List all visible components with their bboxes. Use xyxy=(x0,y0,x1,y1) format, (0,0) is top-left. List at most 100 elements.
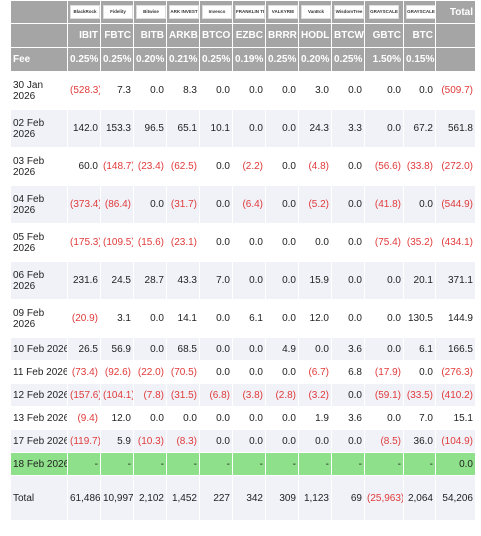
flow-value: 0.0 xyxy=(232,71,266,110)
flow-row: 17 Feb 2026 (119.7) 5.9 (10.3) (8.3) 0.0 0.0 0.… xyxy=(10,429,476,453)
date: 11 Feb 2026 xyxy=(13,366,68,378)
logo-cell: FRANKLIN TEMPLETON xyxy=(232,0,266,24)
logo-cell: VanEck xyxy=(298,0,332,24)
flow-value: 3.6 xyxy=(331,406,365,430)
flow-value: 0.0 xyxy=(199,185,233,224)
flow-value: 36.0 xyxy=(403,429,436,453)
row-total: (410.2) xyxy=(435,383,476,407)
flow-value: (8.3) xyxy=(166,429,200,453)
flow-row: 09 Feb 2026 (20.9) 3.1 0.0 14.1 0.0 6.1 0.0 12.0… xyxy=(10,299,476,338)
row-total: (544.9) xyxy=(435,185,476,224)
flow-value: 0.0 xyxy=(199,299,233,338)
date-cell: 12 Feb 2026 xyxy=(10,383,68,407)
flow-row: 11 Feb 2026 (73.4) (92.6) (22.0) (70.5) 0.0 0.… xyxy=(10,360,476,384)
flow-value: 0.0 xyxy=(199,71,233,110)
date: 17 Feb 2026 xyxy=(13,435,68,447)
ticker: BITB xyxy=(133,23,167,48)
flow-value: (31.7) xyxy=(166,185,200,224)
flow-value: - xyxy=(265,452,299,476)
flow-value: (7.8) xyxy=(133,383,167,407)
cumulative-total: 1,123 xyxy=(298,475,332,521)
ticker: GBTC xyxy=(364,23,404,48)
ticker-row: IBIT FBTC BITB ARKB BTCO EZBC BRRR HODL BTCW GBTC… xyxy=(10,23,476,48)
flow-value: 0.0 xyxy=(232,406,266,430)
flow-value: - xyxy=(166,452,200,476)
flow-value: - xyxy=(403,452,436,476)
flow-row: 06 Feb 2026 231.6 24.5 28.7 43.3 7.0 0.0 0.0 15.… xyxy=(10,261,476,300)
flow-value: 0.0 xyxy=(364,299,404,338)
empty-cell xyxy=(435,47,476,72)
flow-value: 15.9 xyxy=(298,261,332,300)
ticker: BTCO xyxy=(199,23,233,48)
date-cell: 11 Feb 2026 xyxy=(10,360,68,384)
flow-value: (3.2) xyxy=(298,383,332,407)
date: 04 Feb 2026 xyxy=(13,193,45,216)
flow-value: (148.7) xyxy=(100,147,134,186)
issuer-logo: FRANKLIN TEMPLETON xyxy=(235,5,265,19)
empty-cell xyxy=(435,23,476,48)
flow-value: (109.5) xyxy=(100,223,134,262)
flow-value: 130.5 xyxy=(403,299,436,338)
flow-value: 0.0 xyxy=(403,71,436,110)
flow-value: (23.4) xyxy=(133,147,167,186)
flow-value: 0.0 xyxy=(298,337,332,361)
cumulative-total: 69 xyxy=(331,475,365,521)
flow-value: 67.2 xyxy=(403,109,436,148)
date-cell: 02 Feb 2026 xyxy=(10,109,68,148)
flow-row: 12 Feb 2026 (157.6) (104.1) (7.8) (31.5) (6.8… xyxy=(10,383,476,407)
issuer-logo: WisdomTree xyxy=(334,5,364,19)
flow-value: 0.0 xyxy=(331,147,365,186)
logo-row: BlackRock Fidelity Bitwise ARK INVEST Invesc… xyxy=(10,0,476,24)
flow-value: (41.8) xyxy=(364,185,404,224)
flow-value: 0.0 xyxy=(133,71,167,110)
cumulative-total: 10,997 xyxy=(100,475,134,521)
ticker: BRRR xyxy=(265,23,299,48)
date-cell: 17 Feb 2026 xyxy=(10,429,68,453)
date-cell: 10 Feb 2026 xyxy=(10,337,68,361)
flow-value: (33.8) xyxy=(403,147,436,186)
flow-value: (6.8) xyxy=(199,383,233,407)
flow-value: (2.8) xyxy=(265,383,299,407)
flow-value: 0.0 xyxy=(232,261,266,300)
row-total: 144.9 xyxy=(435,299,476,338)
flow-value: 96.5 xyxy=(133,109,167,148)
ticker: BTCW xyxy=(331,23,365,48)
flow-value: - xyxy=(232,452,266,476)
table-body: 30 Jan 2026 (528.3) 7.3 0.0 8.3 0.0 0.0 0.0 3.0 0… xyxy=(10,71,476,521)
fee-value: 0.25% xyxy=(100,47,134,72)
cumulative-total: 2,102 xyxy=(133,475,167,521)
total-label: Total xyxy=(10,475,68,521)
flow-value: (157.6) xyxy=(67,383,101,407)
flow-value: (35.2) xyxy=(403,223,436,262)
flow-value: (373.4) xyxy=(67,185,101,224)
flow-value: 0.0 xyxy=(199,429,233,453)
ticker: ARKB xyxy=(166,23,200,48)
date: 05 Feb 2026 xyxy=(13,231,45,254)
cumulative-total: 342 xyxy=(232,475,266,521)
flow-value: (6.4) xyxy=(232,185,266,224)
date: 18 Feb 2026 xyxy=(13,458,68,470)
row-total: 561.8 xyxy=(435,109,476,148)
logo-cell: WisdomTree xyxy=(331,0,365,24)
flow-value: (22.0) xyxy=(133,360,167,384)
flow-value: (20.9) xyxy=(67,299,101,338)
flow-value: (3.8) xyxy=(232,383,266,407)
cumulative-total: 227 xyxy=(199,475,233,521)
row-total: (509.7) xyxy=(435,71,476,110)
flow-value: (528.3) xyxy=(67,71,101,110)
issuer-logo: Fidelity xyxy=(103,5,133,19)
flow-value: (175.3) xyxy=(67,223,101,262)
flow-value: (15.6) xyxy=(133,223,167,262)
flow-value: 4.9 xyxy=(265,337,299,361)
table-header: BlackRock Fidelity Bitwise ARK INVEST Invesc… xyxy=(10,0,476,72)
flow-value: 0.0 xyxy=(265,147,299,186)
flow-value: 0.0 xyxy=(265,360,299,384)
flow-value: (10.3) xyxy=(133,429,167,453)
flow-value: 26.5 xyxy=(67,337,101,361)
flow-value: 6.8 xyxy=(331,360,365,384)
row-total: 0.0 xyxy=(435,452,476,476)
flow-value: 0.0 xyxy=(364,406,404,430)
total-header: Total xyxy=(435,0,476,24)
flow-value: 10.1 xyxy=(199,109,233,148)
